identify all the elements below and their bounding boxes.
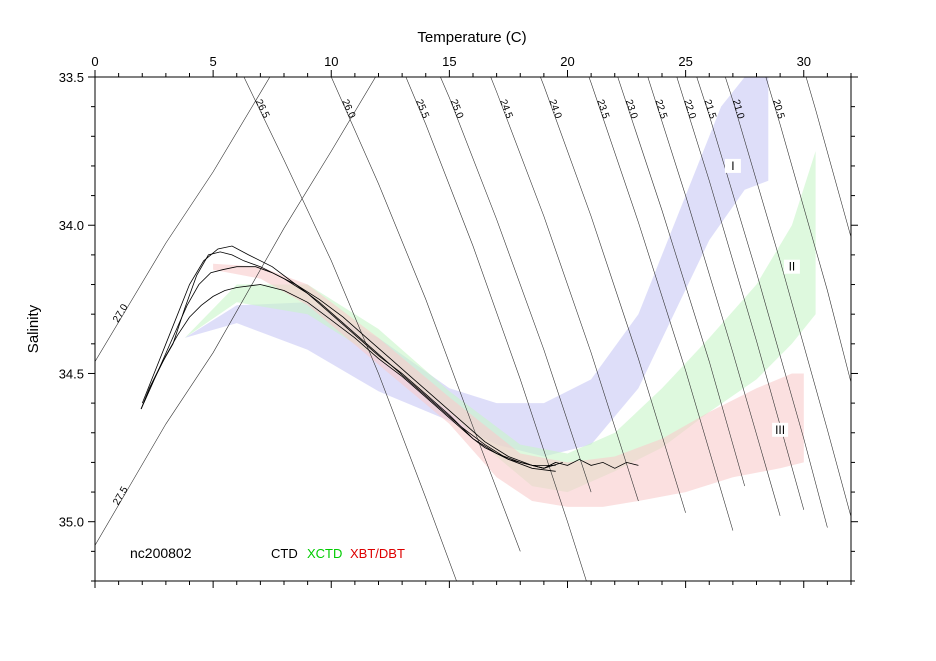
isopycnal-label: 21.5: [702, 98, 719, 120]
isopycnal-label: 25.0: [448, 98, 465, 121]
legend: CTD XCTD XBT/DBT: [271, 546, 405, 561]
isopycnal-line: [405, 77, 587, 581]
isopycnal-label: 27.5: [111, 485, 131, 508]
region-label-bg: [783, 259, 800, 274]
region-band-iii: [213, 263, 804, 507]
x-tick-label: 20: [560, 54, 574, 69]
isopycnal-line: [617, 77, 745, 487]
isopycnal-label: 20.5: [770, 98, 786, 120]
y-tick-label: 35.0: [59, 515, 84, 530]
x-tick-label: 0: [91, 54, 98, 69]
ctd-profile-line: [140, 284, 563, 469]
region-label-bg: [724, 158, 741, 173]
isopycnal-line: [490, 77, 639, 502]
isopycnal-line: [95, 77, 376, 546]
x-axis-title: Temperature (C): [417, 29, 526, 46]
isopycnal-line: [725, 77, 851, 518]
isopycnal-line: [765, 77, 851, 384]
x-tick-label: 30: [797, 54, 811, 69]
y-tick-label: 34.5: [59, 367, 84, 382]
region-band-i: [184, 77, 769, 457]
region-label-bg: [772, 422, 789, 437]
x-tick-label: 15: [442, 54, 456, 69]
water-mass-regions: [184, 77, 816, 507]
x-tick-label: 5: [209, 54, 216, 69]
ctd-profile-line: [141, 245, 556, 472]
isopycnal-line: [243, 77, 457, 581]
isopycnal-line: [696, 77, 828, 528]
x-tick-label: 10: [324, 54, 338, 69]
axis-ticks: 0 5 10 15 20 25 30 33.5 34.0 34.5 35.0: [59, 54, 858, 588]
isopycnal-label: 27.0: [111, 302, 131, 325]
isopycnal-label: 25.5: [413, 98, 431, 121]
isopycnal-line: [676, 77, 805, 510]
y-tick-label: 34.0: [59, 218, 84, 233]
isopycnal-line: [588, 77, 734, 531]
isopycnal-label: 22.0: [681, 98, 697, 120]
isopycnal-line: [805, 77, 851, 239]
isopycnal-line: [440, 77, 592, 493]
y-tick-label: 33.5: [59, 70, 84, 85]
cruise-id-label: nc200802: [130, 545, 192, 561]
isopycnal-line: [95, 77, 271, 362]
isopycnal-label: 24.5: [497, 98, 514, 121]
isopycnal-line: [540, 77, 686, 513]
isopycnal-label: 23.5: [594, 98, 611, 120]
isopycnal-label: 21.0: [730, 98, 746, 120]
x-tick-label: 25: [678, 54, 692, 69]
isopycnal-line: [647, 77, 781, 516]
ctd-profiles: [140, 245, 639, 472]
isopycnal-label: 26.0: [339, 98, 357, 121]
isopycnal-label: 23.0: [623, 98, 640, 120]
isopycnal-label: 24.0: [546, 98, 563, 120]
isopycnal-label: 26.5: [253, 98, 272, 121]
region-band-ii: [184, 151, 816, 493]
isopycnal-label: 22.5: [652, 98, 669, 120]
legend-xbt-dbt: XBT/DBT: [350, 546, 405, 561]
region-label-ii: II: [789, 260, 796, 274]
region-label-iii: III: [775, 423, 785, 437]
ctd-profile-line: [140, 251, 556, 469]
ctd-profile-line: [532, 458, 639, 469]
legend-xctd: XCTD: [307, 546, 342, 561]
legend-ctd: CTD: [271, 546, 298, 561]
y-axis-title: Salinity: [25, 304, 42, 353]
isopycnal-line: [330, 77, 521, 552]
region-label-i: I: [731, 159, 734, 173]
